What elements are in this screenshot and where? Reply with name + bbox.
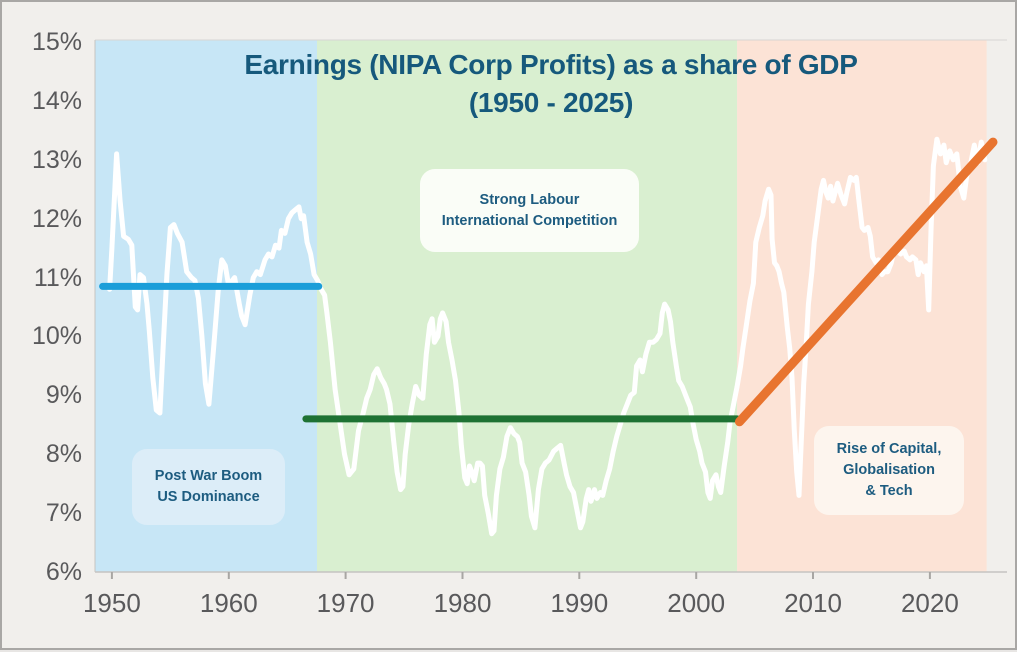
y-tick-label-8: 8%: [45, 440, 82, 469]
x-tick-label-1990: 1990: [550, 588, 609, 618]
x-tick-label-2020: 2020: [900, 588, 959, 618]
chart-title-line2: (1950 - 2025): [468, 87, 634, 118]
chart-title-line1: Earnings (NIPA Corp Profits) as a share …: [244, 49, 858, 80]
y-tick-label-14: 14%: [31, 86, 82, 115]
y-tick-label-11: 11%: [33, 263, 82, 292]
profits-share-line: [107, 136, 988, 537]
y-tick-label-15: 15%: [31, 28, 82, 56]
annotation-line: Strong Labour: [479, 191, 580, 208]
annotation-line: Post War Boom: [154, 468, 263, 484]
annotation-post-war-boom: Post War Boom US Dominance: [132, 449, 285, 525]
x-tick-label-2010: 2010: [784, 588, 842, 618]
annotation-line: Globalisation: [843, 462, 935, 478]
trend-line-rising-trend: [734, 137, 998, 427]
annotation-line: & Tech: [865, 483, 913, 499]
y-tick-label-6: 6%: [45, 558, 82, 586]
chart-title: Earnings (NIPA Corp Profits) as a share …: [95, 46, 1007, 122]
x-tick-label-1970: 1970: [316, 588, 375, 618]
y-tick-label-12: 12%: [31, 204, 82, 233]
y-tick-label-13: 13%: [31, 145, 82, 174]
y-tick-label-10: 10%: [31, 322, 82, 351]
annotation-rise-of-capital: Rise of Capital, Globalisation & Tech: [814, 426, 964, 515]
x-tick-label-1980: 1980: [433, 588, 492, 618]
x-tick-label-1950: 1950: [82, 588, 141, 618]
annotation-line: US Dominance: [157, 489, 260, 505]
y-tick-label-9: 9%: [45, 381, 82, 410]
annotation-line: Rise of Capital,: [836, 441, 942, 457]
x-tick-label-1960: 1960: [199, 588, 258, 618]
y-tick-label-7: 7%: [45, 499, 82, 528]
annotation-line: International Competition: [441, 212, 618, 229]
x-tick-label-2000: 2000: [667, 588, 726, 618]
annotation-strong-labour: Strong Labour International Competition: [420, 169, 639, 252]
